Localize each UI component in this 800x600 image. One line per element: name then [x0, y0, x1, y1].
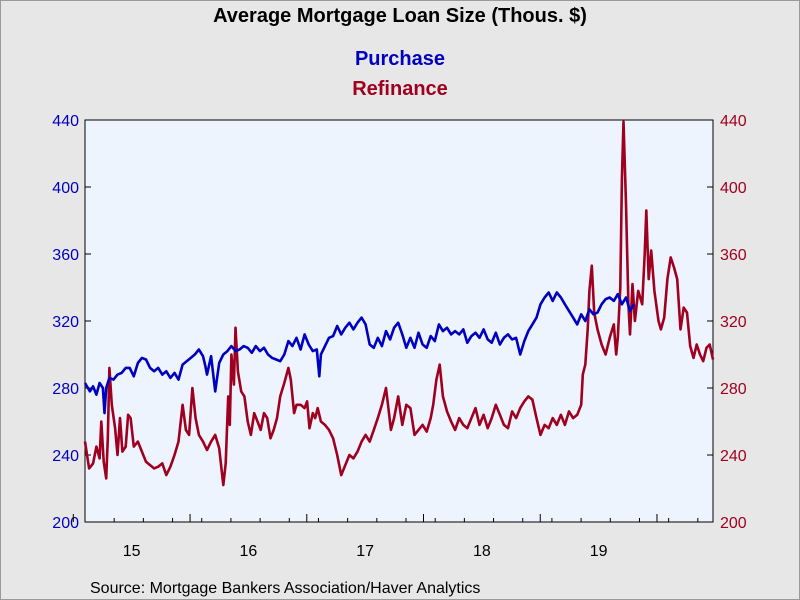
right-tick-label: 400 [720, 180, 747, 197]
legend-purchase: Purchase [355, 48, 445, 70]
purchase-line [83, 291, 636, 415]
x-year-label: 17 [356, 543, 374, 560]
x-year-label: 16 [240, 543, 258, 560]
right-tick-label: 440 [720, 113, 747, 130]
right-tick-label: 320 [720, 314, 747, 331]
right-tick-label: 240 [720, 448, 747, 465]
source-note: Source: Mortgage Bankers Association/Hav… [90, 580, 480, 597]
left-tick-label: 440 [52, 113, 79, 130]
x-year-label: 15 [123, 543, 141, 560]
chart-title: Average Mortgage Loan Size (Thous. $) [213, 5, 587, 27]
left-tick-label: 280 [52, 381, 79, 398]
legend-refinance: Refinance [352, 78, 448, 100]
left-tick-label: 360 [52, 247, 79, 264]
x-year-label: 18 [473, 543, 491, 560]
x-year-label: 19 [590, 543, 608, 560]
left-tick-label: 240 [52, 448, 79, 465]
right-tick-label: 200 [720, 515, 747, 532]
left-tick-label: 320 [52, 314, 79, 331]
right-axis: 200 240 280 320 360 400 440 [707, 113, 747, 532]
x-axis: 15 16 17 18 19 [72, 514, 699, 560]
plot-area [84, 119, 714, 523]
left-tick-label: 200 [52, 515, 79, 532]
left-tick-label: 400 [52, 180, 79, 197]
right-tick-label: 360 [720, 247, 747, 264]
left-axis: 200 240 280 320 360 400 440 [52, 113, 91, 532]
refinance-line [83, 120, 715, 487]
right-tick-label: 280 [720, 381, 747, 398]
